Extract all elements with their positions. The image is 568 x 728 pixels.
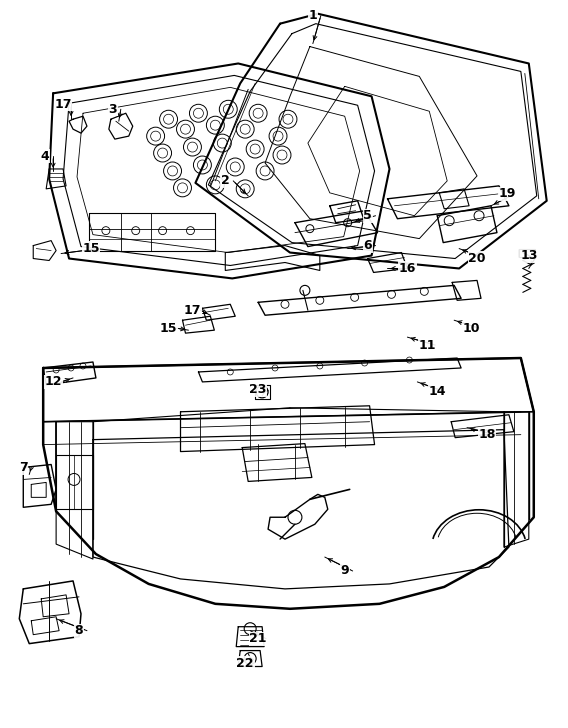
- Text: 22: 22: [236, 657, 254, 670]
- Text: 17: 17: [55, 98, 72, 111]
- Text: 12: 12: [44, 376, 62, 389]
- Text: 19: 19: [498, 187, 516, 200]
- Text: 5: 5: [363, 209, 372, 222]
- Text: 18: 18: [478, 428, 496, 441]
- Text: 9: 9: [340, 564, 349, 577]
- Text: 20: 20: [468, 252, 486, 265]
- Text: 2: 2: [221, 175, 229, 187]
- Text: 1: 1: [308, 9, 318, 23]
- Text: 8: 8: [75, 624, 83, 637]
- Text: 17: 17: [183, 304, 201, 317]
- Text: 3: 3: [108, 103, 117, 116]
- Text: 23: 23: [249, 384, 267, 396]
- Text: 13: 13: [520, 249, 537, 262]
- Text: 15: 15: [160, 322, 177, 335]
- Text: 7: 7: [19, 461, 28, 474]
- Text: 15: 15: [82, 242, 100, 255]
- Text: 21: 21: [249, 632, 267, 645]
- Text: 16: 16: [399, 262, 416, 275]
- Text: 10: 10: [462, 322, 480, 335]
- Text: 11: 11: [419, 339, 436, 352]
- Text: 14: 14: [428, 385, 446, 398]
- Text: 4: 4: [41, 149, 49, 162]
- Text: 6: 6: [364, 239, 372, 252]
